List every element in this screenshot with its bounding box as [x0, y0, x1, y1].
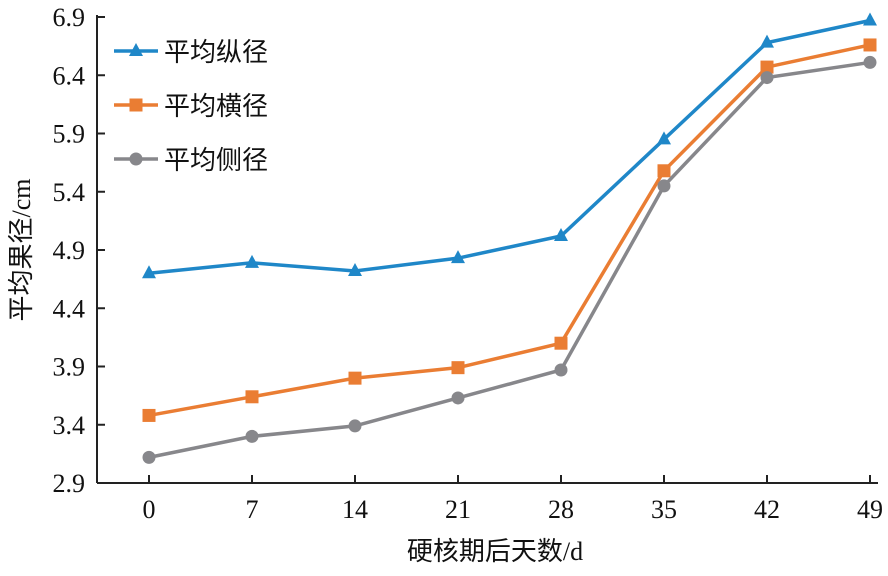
- square-marker: [142, 408, 156, 422]
- axes: 2.9 3.4 3.9 4.4 4.9 5.4 5.9 6.4 6.9 0 7 14 21 28 35 42 4…: [53, 3, 884, 524]
- y-axis-label: 平均果径/cm: [7, 179, 36, 322]
- square-marker: [863, 38, 877, 52]
- circle-marker: [348, 419, 362, 433]
- triangle-marker: [863, 12, 877, 26]
- legend-label: 平均横径: [164, 92, 268, 121]
- y-tick-label: 3.9: [53, 353, 86, 382]
- series-1: [142, 12, 877, 279]
- square-marker: [451, 361, 465, 375]
- triangle-marker: [245, 254, 259, 268]
- triangle-marker: [348, 262, 362, 276]
- square-marker: [348, 371, 362, 385]
- legend-label: 平均侧径: [164, 146, 268, 175]
- y-tick-label: 6.9: [53, 3, 86, 32]
- y-tick-label: 5.4: [53, 178, 86, 207]
- circle-marker: [863, 55, 877, 69]
- x-tick-label: 49: [857, 495, 883, 524]
- y-tick-label: 6.4: [53, 61, 86, 90]
- square-marker: [760, 60, 774, 74]
- circle-marker: [245, 429, 259, 443]
- legend-circle-icon: [129, 152, 143, 166]
- square-marker: [657, 164, 671, 178]
- legend-label: 平均纵径: [164, 38, 268, 67]
- x-tick-label: 42: [754, 495, 780, 524]
- y-tick-label: 4.4: [53, 294, 86, 323]
- circle-marker: [554, 363, 568, 377]
- y-tick-label: 5.9: [53, 120, 86, 149]
- series-line: [148, 43, 871, 418]
- circle-marker: [451, 391, 465, 405]
- series-line: [148, 60, 871, 460]
- y-tick-label: 2.9: [53, 469, 86, 498]
- x-tick-label: 0: [143, 495, 156, 524]
- legend-item: 平均侧径: [114, 146, 268, 175]
- legend-item: 平均横径: [114, 92, 268, 121]
- triangle-marker: [657, 131, 671, 145]
- series-3: [142, 55, 877, 464]
- y-tick-label: 4.9: [53, 236, 86, 265]
- legend-square-icon: [129, 98, 143, 112]
- triangle-marker: [451, 250, 465, 264]
- legend-triangle-icon: [129, 43, 143, 56]
- x-tick-label: 21: [445, 495, 471, 524]
- circle-marker: [657, 179, 671, 193]
- square-marker: [554, 336, 568, 350]
- triangle-marker: [554, 228, 568, 242]
- x-tick-label: 35: [651, 495, 677, 524]
- x-tick-label: 14: [342, 495, 368, 524]
- y-tick-label: 3.4: [53, 411, 86, 440]
- x-tick-label: 28: [548, 495, 574, 524]
- triangle-marker: [760, 34, 774, 48]
- circle-marker: [760, 71, 774, 85]
- circle-marker: [142, 450, 156, 464]
- square-marker: [245, 390, 259, 404]
- legend-item: 平均纵径: [114, 38, 268, 67]
- x-tick-label: 7: [246, 495, 259, 524]
- triangle-marker: [142, 265, 156, 279]
- series-group: [142, 12, 877, 464]
- x-axis-label: 硬核期后天数/d: [407, 537, 583, 566]
- series-2: [142, 38, 877, 422]
- series-line: [148, 18, 871, 276]
